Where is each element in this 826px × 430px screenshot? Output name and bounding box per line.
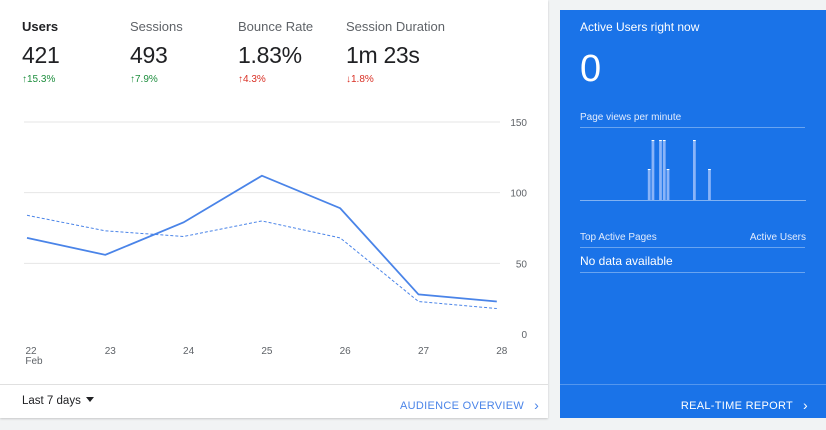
audience-overview-card: Users 421 ↑15.3% Sessions 493 ↑7.9% Boun… <box>0 0 548 418</box>
date-range-label: Last 7 days <box>22 395 81 407</box>
caret-down-icon <box>85 397 94 403</box>
pageview-bar <box>708 171 711 200</box>
chevron-right-icon: › <box>534 397 540 413</box>
pageview-bar <box>662 142 666 200</box>
metric-users[interactable]: Users 421 ↑15.3% <box>22 19 60 85</box>
metric-bounce-rate-delta: ↑4.3% <box>238 74 266 85</box>
metric-sessions-label: Sessions <box>130 19 183 34</box>
pageview-bar-cap <box>662 140 666 142</box>
y-tick-label: 150 <box>510 118 527 129</box>
pageview-bar-cap <box>659 140 662 142</box>
metric-users-delta: ↑15.3% <box>22 74 56 85</box>
pageview-bar <box>666 171 670 200</box>
metric-bounce-rate[interactable]: Bounce Rate 1.83% ↑4.3% <box>238 19 313 85</box>
audience-overview-label: AUDIENCE OVERVIEW <box>400 400 525 412</box>
metric-bounce-rate-value: 1.83% <box>238 42 302 68</box>
x-tick-label: 28 <box>496 346 508 357</box>
pageviews-bar-chart <box>580 140 806 201</box>
y-tick-label: 100 <box>510 189 527 200</box>
realtime-card: Active Users right now 0 Page views per … <box>560 10 826 418</box>
pageview-bar <box>693 142 696 200</box>
x-tick-sublabel: Feb <box>25 356 43 367</box>
date-range-dropdown[interactable]: Last 7 days <box>22 395 94 407</box>
realtime-report-label: REAL-TIME REPORT <box>680 400 794 412</box>
metric-users-label: Users <box>22 19 59 34</box>
chevron-right-icon: › <box>803 397 808 413</box>
pageview-bar-cap <box>708 169 711 171</box>
metric-session-duration[interactable]: Session Duration 1m 23s ↓1.8% <box>346 19 445 85</box>
metric-sessions-delta: ↑7.9% <box>130 74 158 85</box>
pageview-bar-cap <box>647 169 651 171</box>
metric-sessions-value: 493 <box>130 42 168 68</box>
active-users-value: 0 <box>580 48 602 90</box>
pageview-bar <box>659 142 662 200</box>
no-data-message: No data available <box>580 254 673 268</box>
current-period-line <box>26 174 497 303</box>
audience-overview-link[interactable]: AUDIENCE OVERVIEW › <box>400 396 540 413</box>
x-tick-label: 22 <box>25 346 37 357</box>
y-tick-label: 50 <box>516 259 528 270</box>
realtime-report-link[interactable]: REAL-TIME REPORT › <box>680 396 808 413</box>
realtime-footer-divider <box>560 384 826 385</box>
x-tick-label: 23 <box>105 346 117 357</box>
x-tick-label: 27 <box>418 346 430 357</box>
metric-sessions[interactable]: Sessions 493 ↑7.9% <box>130 19 183 85</box>
active-users-header: Active Users <box>749 232 806 243</box>
pageviews-top-divider <box>580 127 805 128</box>
metric-users-value: 421 <box>22 42 60 68</box>
realtime-title: Active Users right now <box>580 20 700 34</box>
card-footer-divider <box>0 384 548 385</box>
table-header-divider <box>580 247 805 248</box>
y-tick-label: 0 <box>521 330 527 341</box>
pageview-bar <box>651 142 655 200</box>
x-tick-label: 25 <box>261 346 273 357</box>
metric-session-duration-value: 1m 23s <box>346 42 420 68</box>
x-tick-label: 24 <box>183 346 195 357</box>
table-bottom-divider <box>580 272 805 273</box>
pageview-bar-cap <box>666 169 670 171</box>
pageview-bar <box>647 171 651 200</box>
pageview-bar-cap <box>693 140 696 142</box>
x-tick-label: 26 <box>340 346 352 357</box>
pageview-bar-cap <box>651 140 655 142</box>
pageviews-per-minute-label: Page views per minute <box>580 112 682 123</box>
users-line-chart: 0 50 100 150 22 23 24 25 26 27 28 Feb <box>24 118 528 367</box>
metric-session-duration-delta: ↓1.8% <box>346 74 374 85</box>
top-active-pages-header: Top Active Pages <box>580 232 657 243</box>
metric-session-duration-label: Session Duration <box>346 19 445 34</box>
metric-bounce-rate-label: Bounce Rate <box>238 19 314 34</box>
